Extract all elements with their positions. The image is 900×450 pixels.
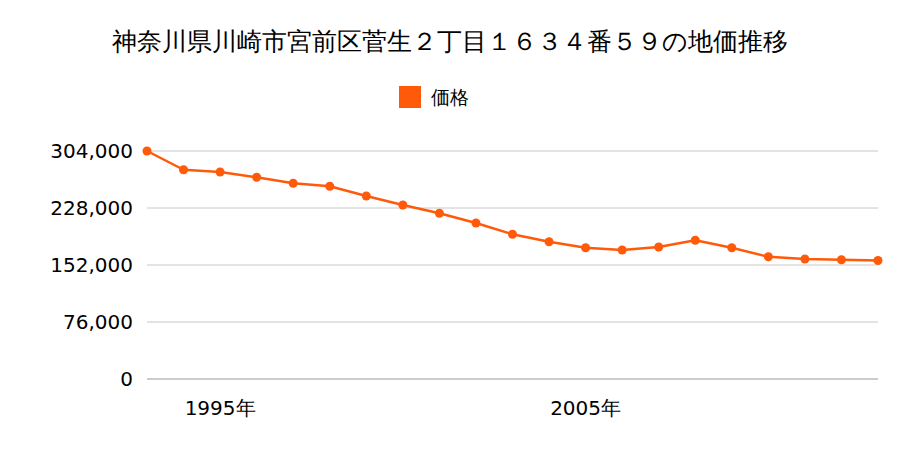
marker — [691, 236, 700, 245]
marker — [179, 165, 188, 174]
chart: 神奈川県川崎市宮前区菅生２丁目１６３４番５９の地価推移 0 76,000 152,00… — [0, 0, 900, 450]
marker — [654, 243, 663, 252]
marker — [471, 219, 480, 228]
marker — [289, 179, 298, 188]
marker — [800, 255, 809, 264]
marker — [252, 173, 261, 182]
marker — [325, 182, 334, 191]
marker — [874, 256, 883, 265]
grid-line — [147, 208, 878, 209]
grid-line — [147, 322, 878, 323]
marker — [545, 237, 554, 246]
x-tick-label: 2005年 — [550, 396, 621, 420]
marker — [362, 192, 371, 201]
grid-line — [147, 379, 878, 380]
marker — [216, 168, 225, 177]
y-tick-label: 0 — [120, 367, 133, 391]
marker — [143, 147, 152, 156]
marker — [764, 252, 773, 261]
y-tick-label: 304,000 — [50, 139, 133, 163]
plot-area — [143, 147, 883, 266]
grid-line — [147, 265, 878, 266]
marker — [508, 230, 517, 239]
y-tick-label: 152,000 — [50, 253, 133, 277]
legend-swatch — [399, 86, 421, 108]
y-tick-label: 228,000 — [50, 196, 133, 220]
line — [147, 151, 878, 261]
marker — [727, 243, 736, 252]
marker — [837, 255, 846, 264]
x-tick-label: 1995年 — [185, 396, 256, 420]
y-tick-label: 76,000 — [63, 310, 133, 334]
grid-line — [147, 151, 878, 152]
legend-label: 価格 — [431, 86, 469, 108]
marker — [398, 201, 407, 210]
marker — [435, 209, 444, 218]
marker — [618, 246, 627, 255]
marker — [581, 243, 590, 252]
title: 神奈川県川崎市宮前区菅生２丁目１６３４番５９の地価推移 — [112, 27, 788, 56]
